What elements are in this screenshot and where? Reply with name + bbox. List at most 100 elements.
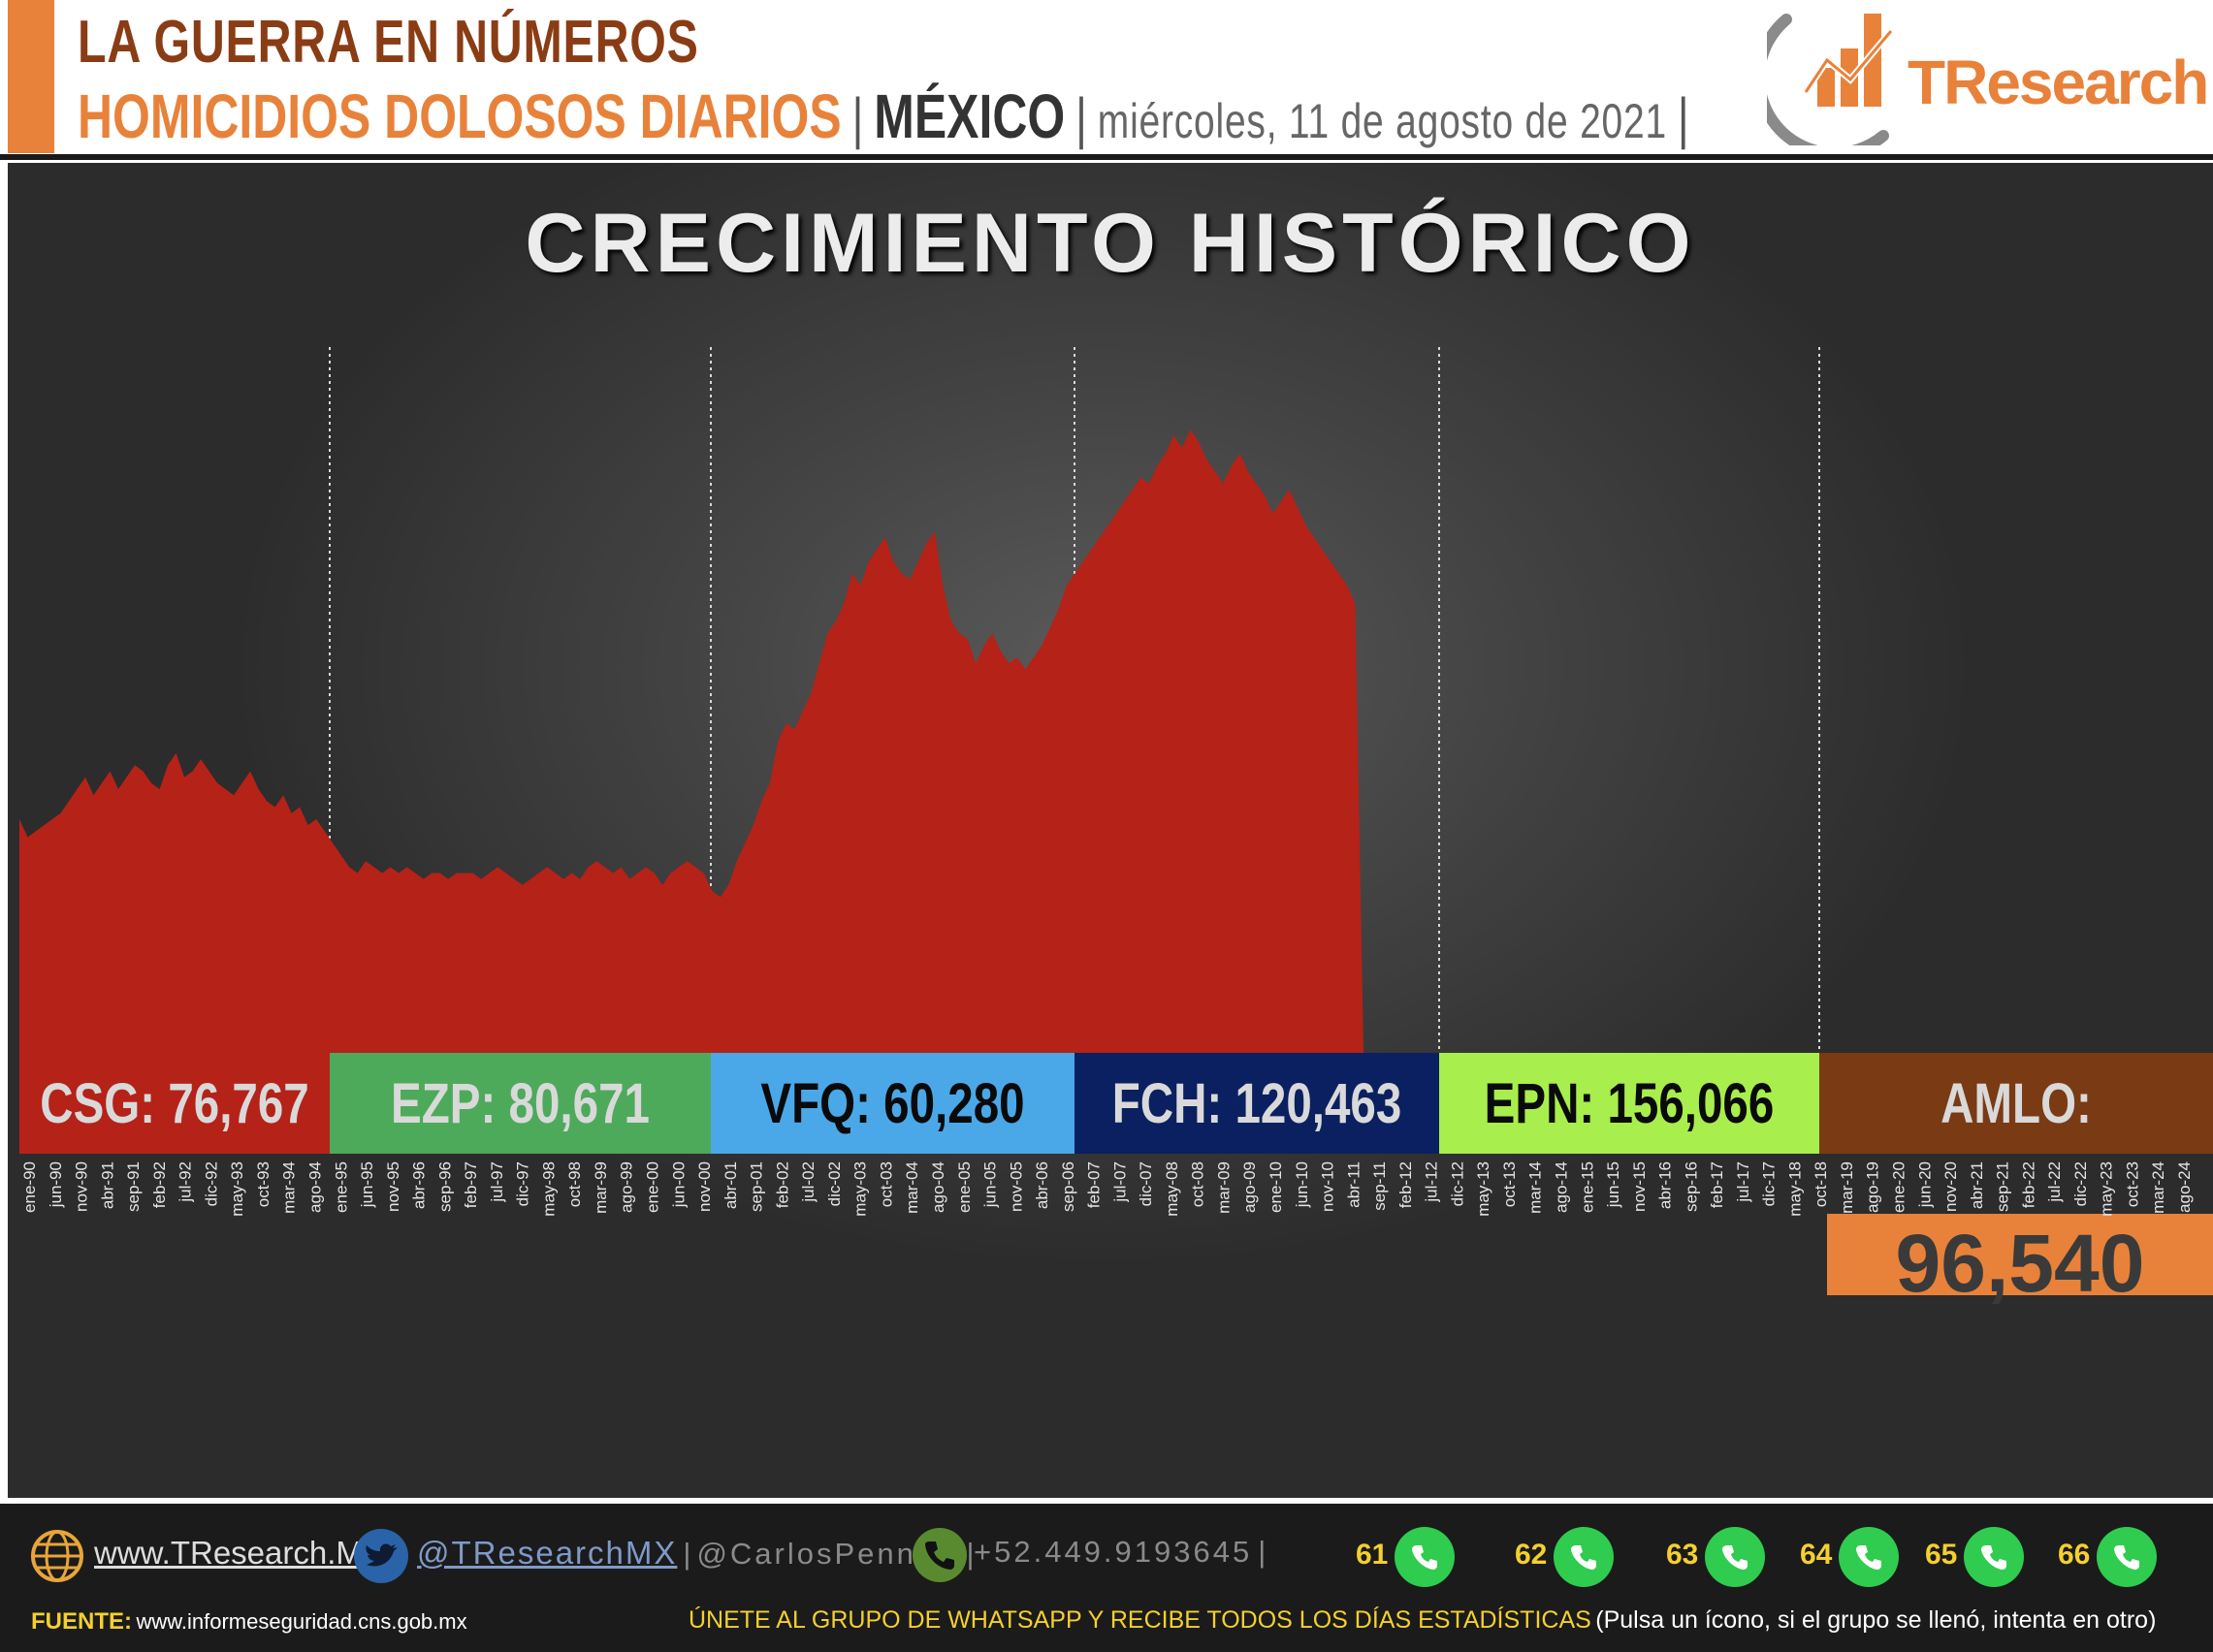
x-tick-label: nov-10	[1319, 1161, 1337, 1212]
x-tick-label: mar-24	[2149, 1161, 2167, 1214]
term-segment-label: EZP: 80,671	[391, 1073, 650, 1136]
x-tick-label: feb-22	[2019, 1161, 2037, 1208]
x-tick-label: jul-92	[176, 1161, 195, 1203]
x-tick-label: jun-10	[1293, 1161, 1311, 1208]
x-tick-label: nov-90	[73, 1161, 91, 1212]
header-date: miércoles, 11 de agosto de 2021	[1097, 94, 1667, 148]
current-total-background	[1827, 1214, 2213, 1295]
whatsapp-group-number: 65	[1925, 1539, 1958, 1571]
x-tick-label: oct-08	[1189, 1161, 1207, 1207]
whatsapp-icon[interactable]	[1395, 1527, 1455, 1587]
x-tick-label: ago-99	[618, 1161, 636, 1213]
whatsapp-group-number: 64	[1800, 1539, 1833, 1571]
x-tick-label: nov-95	[384, 1161, 402, 1212]
header-divider	[0, 154, 2213, 160]
x-tick-label: jul-97	[488, 1161, 506, 1203]
chart-panel: CRECIMIENTO HISTÓRICO CSG: 76,767 EZP: 80…	[8, 163, 2213, 1498]
x-tick-label: feb-02	[773, 1161, 791, 1208]
term-segment-label: CSG: 76,767	[40, 1073, 308, 1136]
x-tick-label: abr-91	[98, 1161, 116, 1209]
term-segment-background	[330, 1053, 711, 1154]
footer-divider	[0, 1498, 2213, 1504]
x-tick-label: mar-99	[592, 1161, 610, 1214]
header-subtitle: HOMICIDIOS DOLOSOS DIARIOS	[78, 81, 842, 151]
source-label: FUENTE:	[31, 1608, 132, 1635]
current-total-value: 96,540	[1896, 1218, 2145, 1309]
twitter-link[interactable]: @TResearchMX	[417, 1535, 678, 1571]
x-tick-label: nov-00	[695, 1161, 714, 1212]
term-segment-label: EPN: 156,066	[1485, 1073, 1775, 1136]
x-tick-label: sep-06	[1059, 1161, 1077, 1212]
whatsapp-icon[interactable]	[1554, 1527, 1614, 1587]
whatsapp-icon[interactable]	[1964, 1527, 2024, 1587]
x-tick-label: ago-14	[1553, 1161, 1571, 1213]
header-separator: |	[1075, 87, 1087, 150]
homicides-area-series	[19, 429, 1363, 1054]
x-tick-label: ago-94	[306, 1161, 325, 1213]
x-tick-label: ene-00	[644, 1161, 662, 1213]
x-tick-label: abr-01	[722, 1161, 740, 1209]
header-country: MÉXICO	[874, 81, 1066, 151]
x-tick-label: jun-00	[669, 1161, 688, 1208]
x-tick-label: abr-21	[1968, 1161, 1986, 1209]
x-tick-label: mar-94	[280, 1161, 299, 1214]
term-segment-label: FCH: 120,463	[1112, 1073, 1402, 1136]
phone-icon	[912, 1527, 968, 1588]
x-tick-label: jul-02	[799, 1161, 818, 1203]
x-tick-label: dic-97	[514, 1161, 532, 1206]
term-segment-background	[1819, 1053, 2213, 1154]
x-tick-label: feb-17	[1708, 1161, 1726, 1208]
x-tick-label: may-23	[2098, 1161, 2116, 1217]
x-tick-label: mar-19	[1838, 1161, 1856, 1214]
x-tick-label: abr-06	[1033, 1161, 1051, 1209]
whatsapp-icon[interactable]	[1705, 1527, 1765, 1587]
whatsapp-icon[interactable]	[2097, 1527, 2157, 1587]
whatsapp-group-number: 62	[1515, 1539, 1548, 1571]
globe-icon	[29, 1528, 85, 1589]
x-tick-label: jul-17	[1734, 1161, 1752, 1203]
x-tick-label: oct-03	[877, 1161, 895, 1207]
x-tick-label: dic-17	[1760, 1161, 1779, 1206]
x-tick-label: may-98	[539, 1161, 558, 1217]
header-titles: LA GUERRA EN NÚMEROS HOMICIDIOS DOLOSOS …	[78, 8, 1689, 151]
whatsapp-group-number: 61	[1356, 1539, 1389, 1571]
x-tick-label: may-03	[851, 1161, 870, 1217]
term-segment-background	[19, 1053, 330, 1154]
website-link[interactable]: www.TResearch.Mx	[94, 1535, 379, 1571]
x-tick-label: abr-96	[410, 1161, 429, 1209]
x-tick-label: mar-09	[1215, 1161, 1234, 1214]
x-tick-label: jun-05	[981, 1161, 1000, 1208]
footer-separator: |	[966, 1537, 975, 1571]
tresearch-logo[interactable]: TResearch	[1752, 0, 2213, 160]
x-tick-label: dic-22	[2071, 1161, 2090, 1206]
whatsapp-icon[interactable]	[1839, 1527, 1899, 1587]
phone-number: +52.449.9193645	[974, 1535, 1253, 1569]
x-tick-label: feb-12	[1396, 1161, 1415, 1208]
x-tick-label: jul-07	[1110, 1161, 1129, 1203]
x-tick-label: oct-18	[1812, 1161, 1830, 1207]
x-axis-tick-labels: ene-90 jun-90 nov-90 abr-91 sep-91 feb-92 jul-…	[20, 1161, 2194, 1217]
logo-wordmark: TResearch	[1908, 48, 2209, 117]
x-tick-label: may-13	[1474, 1161, 1492, 1217]
x-tick-label: ene-90	[20, 1161, 39, 1213]
x-tick-label: sep-11	[1370, 1161, 1389, 1211]
source-link[interactable]: www.informeseguridad.cns.gob.mx	[136, 1609, 467, 1634]
x-tick-label: sep-16	[1682, 1161, 1700, 1212]
x-tick-label: jun-90	[47, 1161, 65, 1208]
x-tick-label: jul-12	[1423, 1161, 1441, 1203]
whatsapp-group-number: 63	[1666, 1539, 1699, 1571]
term-segment-background	[1074, 1053, 1439, 1154]
header: LA GUERRA EN NÚMEROS HOMICIDIOS DOLOSOS …	[0, 0, 2213, 160]
header-subtitle-line: HOMICIDIOS DOLOSOS DIARIOS | MÉXICO | miérco…	[78, 81, 1700, 169]
x-tick-label: oct-93	[254, 1161, 273, 1207]
x-tick-label: nov-20	[1941, 1161, 1960, 1212]
footer-separator: |	[683, 1537, 691, 1571]
x-tick-label: dic-92	[202, 1161, 220, 1206]
header-separator: |	[851, 87, 864, 150]
whatsapp-join-text: ÚNETE AL GRUPO DE WHATSAPP Y RECIBE TODO…	[689, 1606, 1591, 1634]
whatsapp-join-note: (Pulsa un ícono, si el grupo se llenó, i…	[1595, 1606, 2157, 1634]
x-tick-label: oct-98	[565, 1161, 584, 1207]
x-tick-label: ago-24	[2175, 1161, 2194, 1213]
x-tick-label: may-08	[1163, 1161, 1181, 1217]
x-tick-label: jun-15	[1604, 1161, 1622, 1208]
